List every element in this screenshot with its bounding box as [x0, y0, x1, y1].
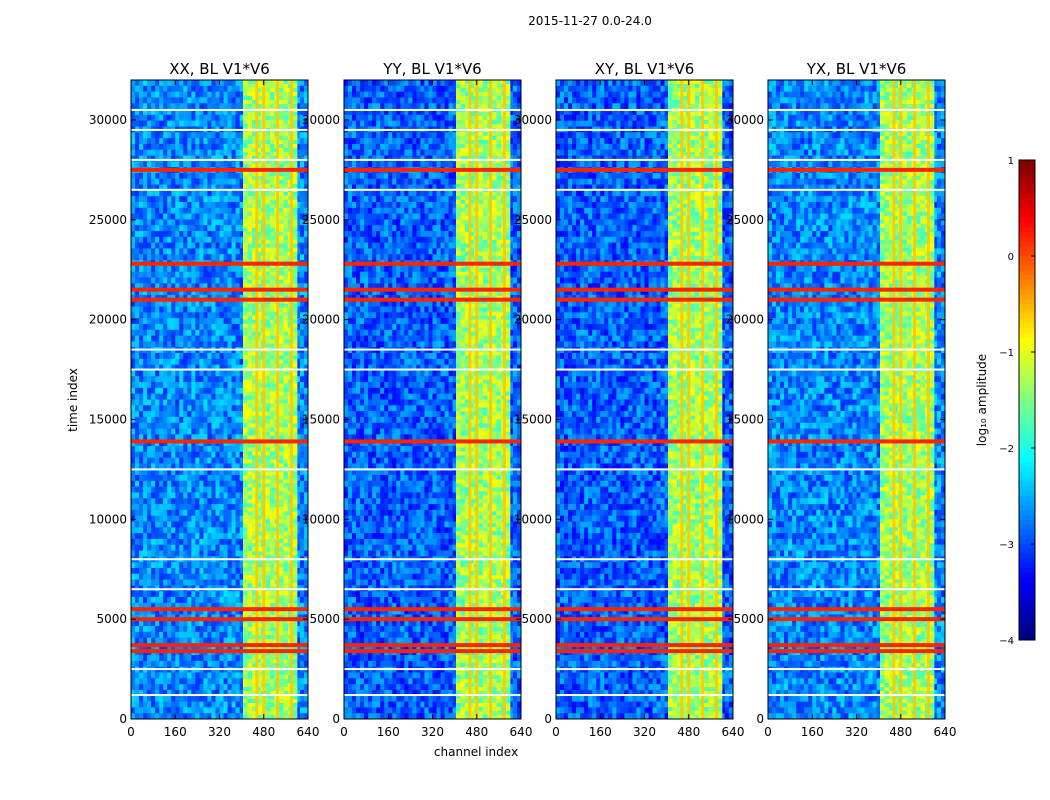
y-tick-label: 10000	[302, 512, 340, 526]
y-tick-label: 15000	[89, 412, 127, 426]
y-tick-label: 15000	[514, 412, 552, 426]
y-tick-label: 30000	[302, 113, 340, 127]
y-tick-label: 10000	[89, 512, 127, 526]
figure-suptitle: 2015-11-27 0.0-24.0	[0, 14, 1050, 28]
x-tick-label: 320	[633, 725, 656, 739]
x-tick-label: 640	[722, 725, 745, 739]
panel-4-title: YX, BL V1*V6	[806, 60, 907, 78]
x-tick-label: 480	[252, 725, 275, 739]
y-tick-label: 30000	[89, 113, 127, 127]
panel-1-title: XX, BL V1*V6	[169, 60, 270, 78]
y-tick-label: 20000	[726, 313, 764, 327]
y-tick-label: 0	[332, 712, 340, 726]
x-tick-label: 320	[845, 725, 868, 739]
x-tick-label: 0	[340, 725, 348, 739]
y-tick-label: 15000	[726, 412, 764, 426]
y-tick-label: 0	[544, 712, 552, 726]
x-tick-label: 160	[589, 725, 612, 739]
colorbar-tick-label: −1	[999, 348, 1014, 359]
colorbar	[1018, 159, 1036, 641]
x-tick-label: 640	[297, 725, 320, 739]
y-tick-label: 25000	[89, 213, 127, 227]
x-tick-label: 480	[465, 725, 488, 739]
x-tick-label: 640	[934, 725, 957, 739]
colorbar-tick-label: −2	[999, 444, 1014, 455]
x-tick-label: 640	[510, 725, 533, 739]
y-tick-label: 5000	[733, 612, 764, 626]
y-tick-label: 0	[756, 712, 764, 726]
y-tick-label: 5000	[309, 612, 340, 626]
panel-3-title: XY, BL V1*V6	[595, 60, 695, 78]
y-tick-label: 25000	[302, 213, 340, 227]
y-tick-label: 10000	[514, 512, 552, 526]
y-axis-label: time index	[66, 368, 80, 432]
x-tick-label: 320	[421, 725, 444, 739]
y-tick-label: 5000	[521, 612, 552, 626]
y-tick-label: 20000	[514, 313, 552, 327]
panel-2-title: YY, BL V1*V6	[382, 60, 481, 78]
x-tick-label: 160	[377, 725, 400, 739]
y-tick-label: 30000	[726, 113, 764, 127]
panel-3-heatmap	[556, 80, 733, 719]
colorbar-tick-label: 0	[1008, 252, 1014, 263]
x-tick-label: 160	[801, 725, 824, 739]
x-tick-label: 0	[127, 725, 135, 739]
x-tick-label: 0	[552, 725, 560, 739]
panel-1-heatmap	[131, 80, 308, 719]
colorbar-tick-label: −3	[999, 540, 1014, 551]
colorbar-tick-label: −4	[999, 636, 1014, 647]
y-tick-label: 20000	[89, 313, 127, 327]
y-tick-label: 25000	[514, 213, 552, 227]
x-tick-label: 480	[677, 725, 700, 739]
colorbar-tick-label: 1	[1008, 156, 1014, 167]
y-tick-label: 20000	[302, 313, 340, 327]
x-tick-label: 0	[764, 725, 772, 739]
panel-4-heatmap	[768, 80, 945, 719]
colorbar-label: log₁₀ amplitude	[975, 354, 989, 446]
y-tick-label: 30000	[514, 113, 552, 127]
y-tick-label: 10000	[726, 512, 764, 526]
x-tick-label: 320	[208, 725, 231, 739]
x-tick-label: 160	[164, 725, 187, 739]
y-tick-label: 25000	[726, 213, 764, 227]
y-tick-label: 5000	[96, 612, 127, 626]
x-tick-label: 480	[889, 725, 912, 739]
y-tick-label: 15000	[302, 412, 340, 426]
y-tick-label: 0	[119, 712, 127, 726]
panel-2-heatmap	[344, 80, 521, 719]
x-axis-label: channel index	[434, 745, 518, 759]
